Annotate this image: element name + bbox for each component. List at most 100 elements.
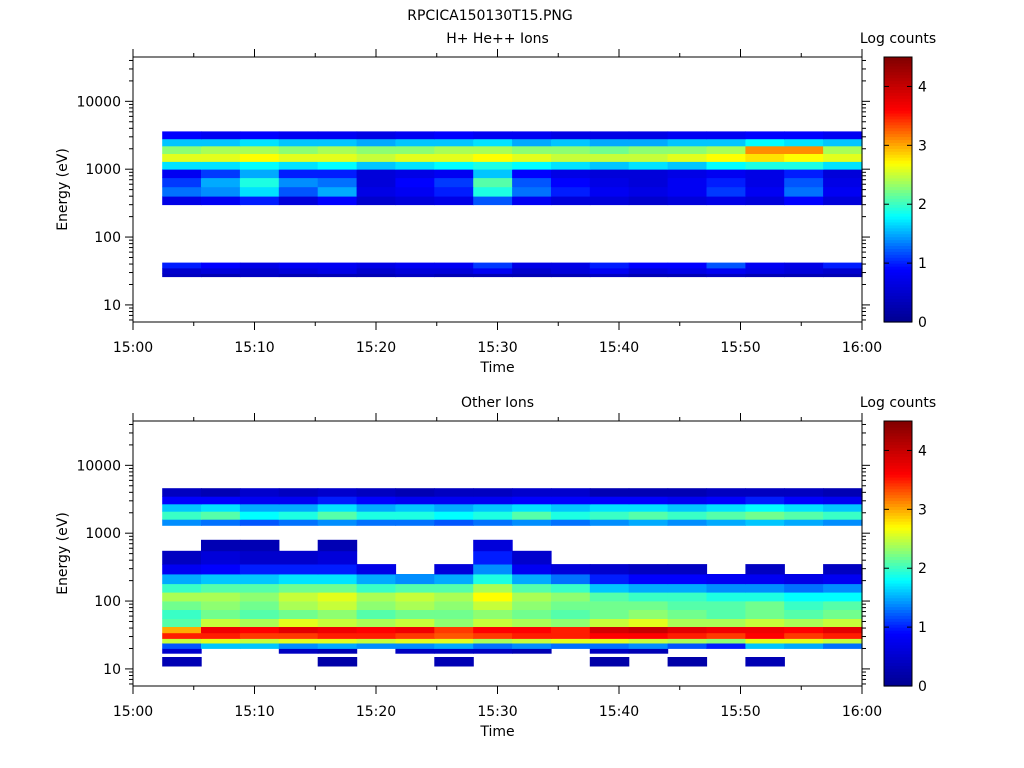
heatmap-cell (551, 503, 591, 512)
x-tick-label: 15:00 (113, 704, 153, 720)
heatmap-cell (201, 177, 241, 188)
colorbar-strip (884, 544, 912, 549)
heatmap-cell (784, 273, 824, 278)
heatmap-cell (589, 138, 630, 147)
x-tick-label: 15:30 (477, 704, 517, 720)
heatmap-cell (395, 648, 435, 654)
heatmap-cell (239, 601, 280, 610)
heatmap-cell (589, 626, 630, 634)
heatmap-cell (589, 177, 630, 188)
colorbar-strip (884, 62, 912, 67)
heatmap-cell (823, 626, 863, 634)
colorbar-strip (884, 515, 912, 519)
colorbar-strip (884, 674, 912, 678)
colorbar-strip (884, 482, 912, 487)
heatmap-cell (278, 161, 319, 170)
heatmap-cell (317, 153, 358, 162)
heatmap-cell (356, 268, 397, 274)
heatmap-cell (512, 592, 552, 602)
heatmap-cell (356, 496, 397, 505)
heatmap-cell (784, 177, 824, 188)
heatmap-cell (201, 503, 241, 512)
colorbar-strip (884, 77, 912, 82)
heatmap-cell (162, 626, 202, 634)
colorbar-strip (884, 600, 912, 605)
heatmap-cell (512, 161, 552, 170)
heatmap-cell (356, 601, 397, 610)
heatmap-cell (395, 503, 435, 512)
heatmap-cell (784, 138, 824, 147)
colorbar-strip (884, 488, 912, 493)
heatmap-cell (512, 138, 552, 147)
colorbar-strip (884, 500, 912, 505)
heatmap-cell (356, 273, 397, 278)
heatmap-cell (317, 643, 358, 649)
heatmap-cell (434, 626, 474, 634)
colorbar-strip (884, 157, 912, 161)
heatmap-cell (434, 496, 474, 505)
x-tick-label: 15:30 (477, 340, 517, 356)
colorbar-strip (884, 115, 912, 120)
heatmap-cell (395, 153, 435, 162)
heatmap-cell (551, 511, 591, 520)
heatmap-cell (317, 496, 358, 505)
heatmap-cell (667, 488, 708, 497)
heatmap-cell (628, 186, 669, 197)
heatmap-cell (706, 511, 746, 520)
x-tick-label: 15:10 (234, 340, 274, 356)
heatmap-cell (745, 618, 785, 627)
heatmap-cell (512, 564, 552, 575)
colorbar-strip (884, 456, 912, 460)
colorbar-strip (884, 627, 912, 631)
heatmap-cell (512, 169, 552, 179)
heatmap-cell (278, 496, 319, 505)
heatmap-cell (745, 273, 785, 278)
heatmap-cell (201, 626, 241, 634)
heatmap-cell (239, 262, 280, 269)
y-tick-label: 100 (94, 230, 121, 246)
heatmap-cell (823, 496, 863, 505)
heatmap-cell (201, 496, 241, 505)
colorbar-strip (884, 462, 912, 466)
colorbar-strip (884, 585, 912, 590)
colorbar-strip (884, 154, 912, 158)
y-tick-label: 10000 (76, 458, 121, 474)
heatmap-cell (512, 519, 552, 526)
heatmap-cell (706, 268, 746, 274)
heatmap-cell (434, 638, 474, 644)
heatmap-cell (434, 583, 474, 593)
heatmap-cell (356, 503, 397, 512)
heatmap-cell (745, 638, 785, 644)
heatmap-cell (162, 161, 202, 170)
heatmap-cell (628, 626, 669, 634)
heatmap-cell (201, 583, 241, 593)
colorbar-strip (884, 577, 912, 581)
heatmap-cell (239, 519, 280, 526)
colorbar-tick-label: 3 (918, 502, 927, 518)
heatmap-cell (317, 262, 358, 269)
heatmap-cell (628, 196, 669, 206)
heatmap-cell (745, 153, 785, 162)
heatmap-cell (667, 186, 708, 197)
heatmap-cell (239, 488, 280, 497)
heatmap-cell (201, 196, 241, 206)
heatmap-cell (162, 638, 202, 644)
heatmap-cell (434, 146, 474, 154)
heatmap-cell (278, 638, 319, 644)
heatmap-cell (473, 169, 513, 179)
heatmap-cell (317, 638, 358, 644)
heatmap-cell (356, 632, 397, 639)
heatmap-cell (667, 153, 708, 162)
heatmap-cell (628, 511, 669, 520)
heatmap-cell (512, 488, 552, 497)
heatmap-cell (745, 601, 785, 610)
heatmap-cell (551, 131, 591, 140)
heatmap-cell (395, 592, 435, 602)
heatmap-cell (162, 273, 202, 278)
heatmap-cell (628, 153, 669, 162)
heatmap-cell (628, 519, 669, 526)
colorbar-strip (884, 571, 912, 575)
heatmap-cell (239, 196, 280, 206)
